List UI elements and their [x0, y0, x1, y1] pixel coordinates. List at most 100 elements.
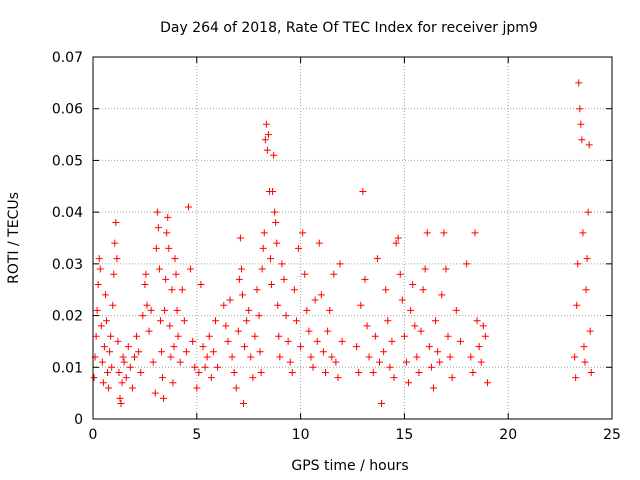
data-point	[413, 353, 421, 361]
data-point	[253, 286, 261, 294]
data-point	[315, 239, 323, 247]
data-point	[260, 229, 268, 237]
data-point	[197, 281, 205, 289]
x-tick-label: 15	[395, 427, 413, 443]
data-point	[264, 131, 272, 139]
data-point	[411, 322, 419, 330]
data-point	[581, 358, 589, 366]
data-point	[452, 306, 460, 314]
data-point	[386, 363, 394, 371]
data-point	[141, 281, 149, 289]
x-tick-label: 0	[89, 427, 98, 443]
data-point	[427, 363, 435, 371]
data-point	[159, 374, 167, 382]
data-point	[405, 379, 413, 387]
data-point	[357, 301, 365, 309]
data-point	[326, 306, 334, 314]
data-point	[94, 281, 102, 289]
data-point	[286, 358, 294, 366]
data-point	[423, 229, 431, 237]
data-point	[96, 265, 104, 273]
data-point	[440, 229, 448, 237]
data-point	[259, 244, 267, 252]
data-point	[236, 234, 244, 242]
y-axis-label: ROTI / TECUs	[6, 192, 22, 284]
data-point	[100, 343, 108, 351]
data-point	[124, 343, 132, 351]
data-point	[113, 255, 121, 263]
data-point	[429, 384, 437, 392]
data-point	[444, 332, 452, 340]
data-point	[99, 379, 107, 387]
data-point	[456, 337, 464, 345]
data-point	[226, 296, 234, 304]
data-point	[371, 332, 379, 340]
data-point	[255, 312, 263, 320]
data-point	[153, 208, 161, 216]
data-point	[313, 337, 321, 345]
data-point	[332, 358, 340, 366]
data-point	[93, 306, 101, 314]
data-point	[282, 312, 290, 320]
plot-frame	[92, 56, 613, 420]
data-point	[207, 374, 215, 382]
data-point	[417, 327, 425, 335]
data-point	[585, 141, 593, 149]
data-point	[105, 384, 113, 392]
y-tick-label: 0.02	[52, 309, 83, 325]
data-point	[436, 358, 444, 366]
data-point	[297, 343, 305, 351]
data-point	[109, 301, 117, 309]
y-tick-label: 0.05	[52, 153, 83, 169]
data-point	[142, 270, 150, 278]
data-point	[305, 327, 313, 335]
data-point	[169, 379, 177, 387]
data-point	[471, 229, 479, 237]
data-point	[481, 332, 489, 340]
data-point	[97, 322, 105, 330]
data-point	[135, 348, 143, 356]
data-point	[224, 337, 232, 345]
data-point	[131, 353, 139, 361]
data-point	[448, 374, 456, 382]
data-point	[222, 322, 230, 330]
data-point	[120, 358, 128, 366]
x-tick-label: 10	[292, 427, 310, 443]
data-point	[579, 229, 587, 237]
data-point	[92, 332, 100, 340]
data-point	[375, 358, 383, 366]
data-point	[230, 368, 238, 376]
data-point	[275, 332, 283, 340]
data-point	[118, 379, 126, 387]
data-point	[171, 255, 179, 263]
data-point	[477, 358, 485, 366]
data-point	[164, 213, 172, 221]
data-point	[147, 306, 155, 314]
data-point	[165, 244, 173, 252]
y-tick-label: 0.03	[52, 257, 83, 273]
data-point	[189, 337, 197, 345]
data-point	[161, 306, 169, 314]
data-point	[258, 265, 266, 273]
data-point	[232, 384, 240, 392]
data-point	[577, 120, 585, 128]
data-point	[106, 348, 114, 356]
data-point	[184, 203, 192, 211]
data-point	[174, 332, 182, 340]
data-point	[438, 291, 446, 299]
data-point	[483, 379, 491, 387]
data-point	[95, 255, 103, 263]
y-tick-label: 0.06	[52, 102, 83, 118]
data-point	[195, 368, 203, 376]
data-point	[201, 363, 209, 371]
data-point	[571, 353, 579, 361]
data-point	[158, 348, 166, 356]
data-point	[211, 317, 219, 325]
data-point	[90, 374, 98, 382]
data-point	[199, 343, 207, 351]
data-point	[361, 275, 369, 283]
data-point	[133, 332, 141, 340]
data-point	[251, 332, 259, 340]
data-point	[116, 394, 124, 402]
data-point	[145, 327, 153, 335]
